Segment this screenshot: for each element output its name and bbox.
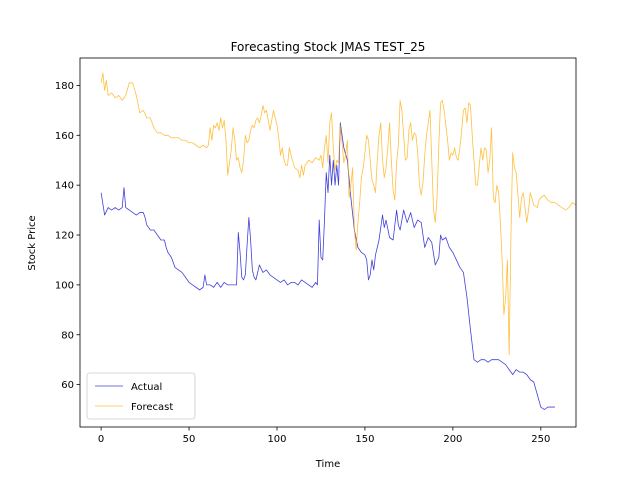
y-tick-label: 160 — [55, 131, 74, 142]
x-tick-label: 250 — [531, 434, 550, 445]
series-line-actual — [100, 122, 555, 410]
y-tick-label: 180 — [55, 81, 74, 92]
y-tick-label: 100 — [55, 280, 74, 291]
plot-frame — [79, 57, 577, 428]
y-tick-label: 120 — [55, 231, 74, 242]
x-tick-label: 200 — [443, 434, 462, 445]
chart-title: Forecasting Stock JMAS TEST_25 — [231, 40, 426, 54]
x-axis-title: Time — [315, 459, 340, 470]
legend-label-forecast: Forecast — [131, 402, 173, 413]
y-tick-label: 140 — [55, 181, 74, 192]
y-tick-label: 60 — [61, 380, 74, 391]
x-tick-label: 150 — [355, 434, 374, 445]
legend-label-actual: Actual — [131, 382, 162, 393]
x-tick-label: 0 — [98, 434, 104, 445]
legend-box — [86, 372, 196, 420]
y-axis-title: Stock Price — [27, 215, 38, 270]
y-tick-label: 80 — [61, 330, 74, 341]
series-line-forecast — [100, 72, 577, 356]
plot-area: 0 50 100 150 200 250 60 80 100 120 140 160 180 Actual… — [55, 57, 577, 445]
x-tick-label: 100 — [267, 434, 286, 445]
x-tick-label: 50 — [183, 434, 196, 445]
